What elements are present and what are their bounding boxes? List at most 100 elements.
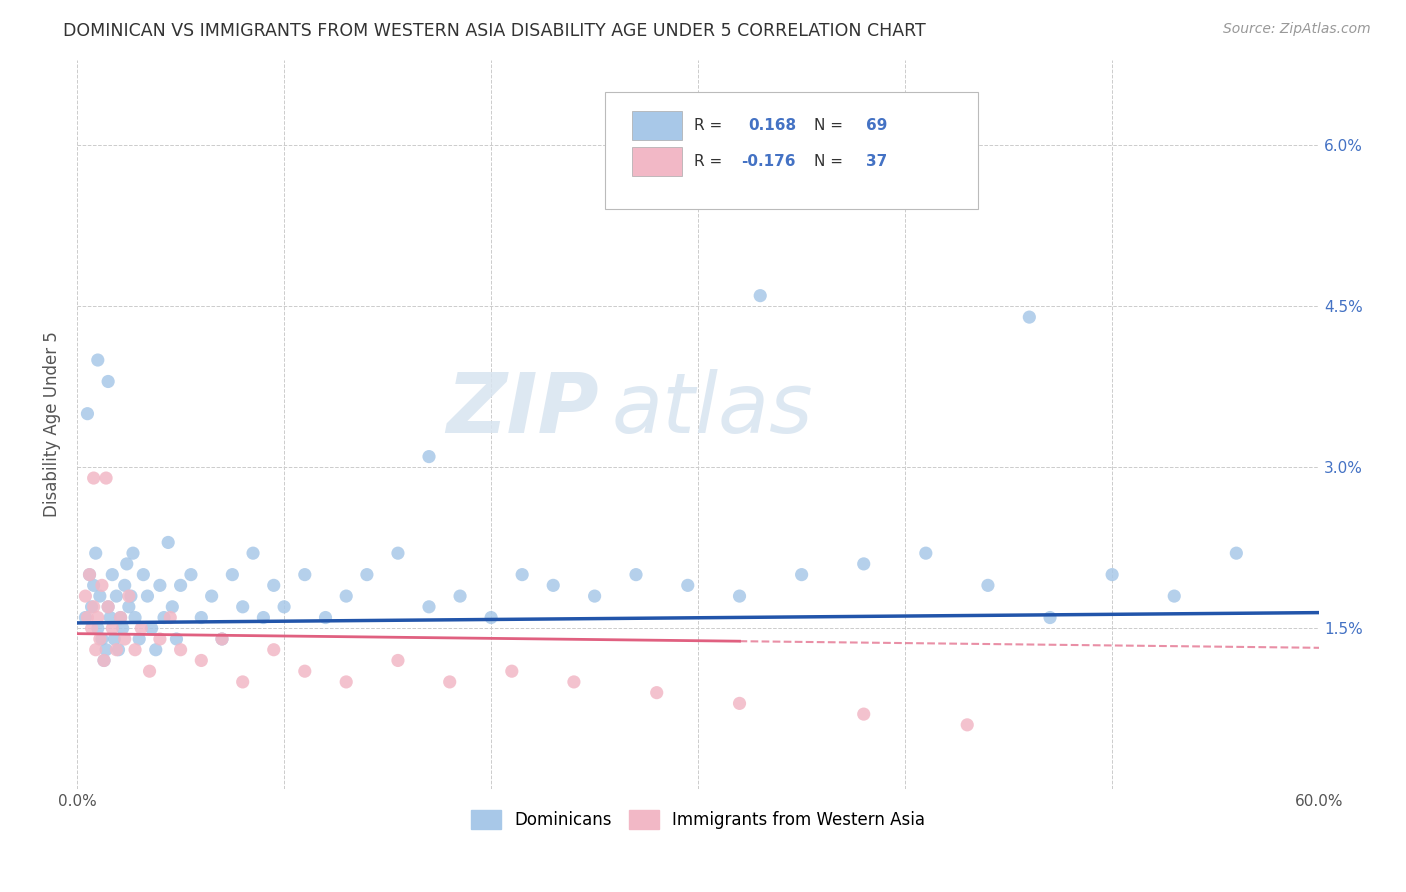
- Point: [83, 471, 105, 485]
- Point: [97, 375, 120, 389]
- Point: [180, 567, 202, 582]
- Point: [852, 557, 875, 571]
- Point: [263, 642, 285, 657]
- Point: [93, 653, 115, 667]
- Point: [418, 450, 440, 464]
- Text: N =: N =: [814, 154, 848, 169]
- Point: [190, 653, 212, 667]
- Point: [294, 567, 316, 582]
- Point: [221, 567, 243, 582]
- Point: [98, 610, 121, 624]
- Point: [1018, 310, 1040, 325]
- Point: [115, 557, 138, 571]
- Point: [79, 567, 101, 582]
- Point: [129, 621, 152, 635]
- Text: Source: ZipAtlas.com: Source: ZipAtlas.com: [1223, 22, 1371, 37]
- Point: [977, 578, 1000, 592]
- Point: [294, 664, 316, 678]
- Point: [80, 621, 103, 635]
- Text: N =: N =: [814, 118, 848, 133]
- Point: [676, 578, 699, 592]
- Text: ZIP: ZIP: [446, 369, 599, 450]
- Point: [80, 599, 103, 614]
- Point: [728, 589, 751, 603]
- Point: [232, 599, 254, 614]
- Point: [89, 589, 111, 603]
- Point: [103, 632, 125, 646]
- Point: [101, 567, 124, 582]
- Point: [114, 578, 136, 592]
- Point: [105, 589, 128, 603]
- Point: [157, 535, 180, 549]
- Point: [84, 642, 107, 657]
- Point: [449, 589, 471, 603]
- Point: [76, 610, 98, 624]
- Point: [335, 589, 357, 603]
- Point: [97, 599, 120, 614]
- Point: [356, 567, 378, 582]
- Point: [242, 546, 264, 560]
- Point: [252, 610, 274, 624]
- Point: [645, 686, 668, 700]
- Point: [1225, 546, 1247, 560]
- Text: R =: R =: [695, 154, 727, 169]
- Point: [87, 353, 110, 368]
- Point: [387, 546, 409, 560]
- Point: [124, 610, 146, 624]
- Point: [120, 589, 142, 603]
- Point: [124, 642, 146, 657]
- Point: [315, 610, 337, 624]
- Point: [501, 664, 523, 678]
- Point: [83, 599, 105, 614]
- Point: [211, 632, 233, 646]
- Point: [83, 578, 105, 592]
- Point: [149, 632, 172, 646]
- Point: [418, 599, 440, 614]
- Point: [541, 578, 564, 592]
- Text: DOMINICAN VS IMMIGRANTS FROM WESTERN ASIA DISABILITY AGE UNDER 5 CORRELATION CHA: DOMINICAN VS IMMIGRANTS FROM WESTERN ASI…: [63, 22, 927, 40]
- Point: [89, 632, 111, 646]
- Point: [190, 610, 212, 624]
- Point: [1163, 589, 1185, 603]
- Text: -0.176: -0.176: [741, 154, 796, 169]
- Point: [956, 718, 979, 732]
- Point: [201, 589, 224, 603]
- Point: [75, 610, 97, 624]
- Point: [169, 578, 191, 592]
- Point: [145, 642, 167, 657]
- Point: [273, 599, 295, 614]
- Point: [479, 610, 502, 624]
- Point: [94, 471, 117, 485]
- Point: [87, 621, 110, 635]
- Point: [110, 610, 132, 624]
- Point: [122, 546, 145, 560]
- Point: [111, 621, 134, 635]
- Point: [790, 567, 813, 582]
- FancyBboxPatch shape: [605, 93, 977, 209]
- Point: [114, 632, 136, 646]
- FancyBboxPatch shape: [633, 111, 682, 140]
- Point: [110, 610, 132, 624]
- Point: [101, 621, 124, 635]
- Point: [232, 674, 254, 689]
- Text: atlas: atlas: [612, 369, 813, 450]
- Point: [90, 578, 112, 592]
- Point: [94, 642, 117, 657]
- Text: 0.168: 0.168: [748, 118, 796, 133]
- Point: [1101, 567, 1123, 582]
- Point: [263, 578, 285, 592]
- Point: [107, 642, 129, 657]
- Point: [128, 632, 150, 646]
- Text: 69: 69: [866, 118, 887, 133]
- Point: [84, 546, 107, 560]
- Point: [510, 567, 533, 582]
- Point: [79, 567, 101, 582]
- Point: [76, 407, 98, 421]
- Point: [169, 642, 191, 657]
- Point: [149, 578, 172, 592]
- Point: [118, 589, 141, 603]
- Y-axis label: Disability Age Under 5: Disability Age Under 5: [44, 332, 60, 517]
- Point: [153, 610, 176, 624]
- Point: [105, 642, 128, 657]
- Point: [728, 697, 751, 711]
